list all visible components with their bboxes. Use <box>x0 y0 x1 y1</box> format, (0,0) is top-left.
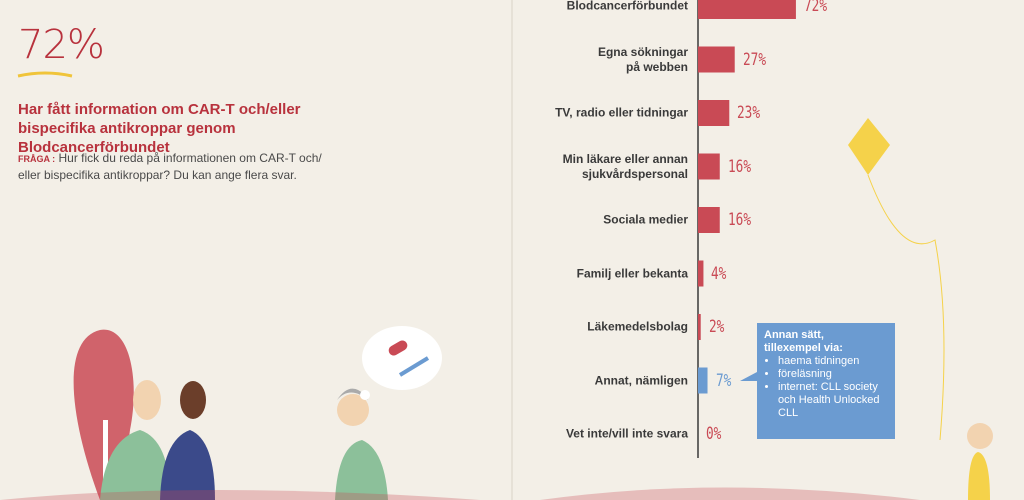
category-label: Annat, nämligen <box>594 373 688 387</box>
bar <box>698 367 708 394</box>
category-label: Egna sökningar på webben <box>597 44 688 74</box>
bar <box>698 0 796 19</box>
value-label: 0% <box>706 424 722 444</box>
value-label: 16% <box>727 156 751 177</box>
callout-list: haema tidningenföreläsninginternet: CLL … <box>764 355 888 420</box>
value-label: 2% <box>708 317 725 337</box>
question-text: Hur fick du reda på informationen om CAR… <box>18 151 322 182</box>
callout-item: haema tidningen <box>778 355 888 368</box>
value-label: 27% <box>742 49 766 70</box>
bar <box>698 260 704 287</box>
value-label: 16% <box>727 210 751 230</box>
bar <box>698 153 720 180</box>
question-label: FRÅGA : <box>18 154 56 164</box>
callout-item: föreläsning <box>778 368 888 381</box>
category-label: TV, radio eller tidningar <box>555 105 688 120</box>
value-label: 7% <box>715 370 731 391</box>
headline: Har fått information om CAR-T och/eller … <box>18 101 301 156</box>
category-label: Min läkare eller annan sjukvårdspersonal <box>562 151 688 181</box>
category-label: Vet inte/vill inte svara <box>565 426 688 441</box>
bar <box>698 46 735 73</box>
category-label: Blodcancerförbundet <box>566 0 688 13</box>
callout-item: internet: CLL society och Health Unlocke… <box>778 381 888 420</box>
category-label: Familj eller bekanta <box>576 266 688 280</box>
question: FRÅGA : Hur fick du reda på informatione… <box>18 150 338 183</box>
callout-title: Annan sätt, tillexempel via: <box>764 329 843 354</box>
callout-pointer <box>740 372 757 381</box>
bar <box>698 314 701 340</box>
value-label: 72% <box>803 0 827 16</box>
highlight: 72% <box>18 22 105 68</box>
bar <box>698 207 720 233</box>
bar <box>698 100 730 126</box>
callout: Annan sätt, tillexempel via: haema tidni… <box>757 323 895 439</box>
category-label: Läkemedelsbolag <box>587 319 688 334</box>
category-label: Sociala medier <box>603 212 688 227</box>
value-label: 4% <box>711 263 727 284</box>
value-label: 23% <box>737 103 761 123</box>
